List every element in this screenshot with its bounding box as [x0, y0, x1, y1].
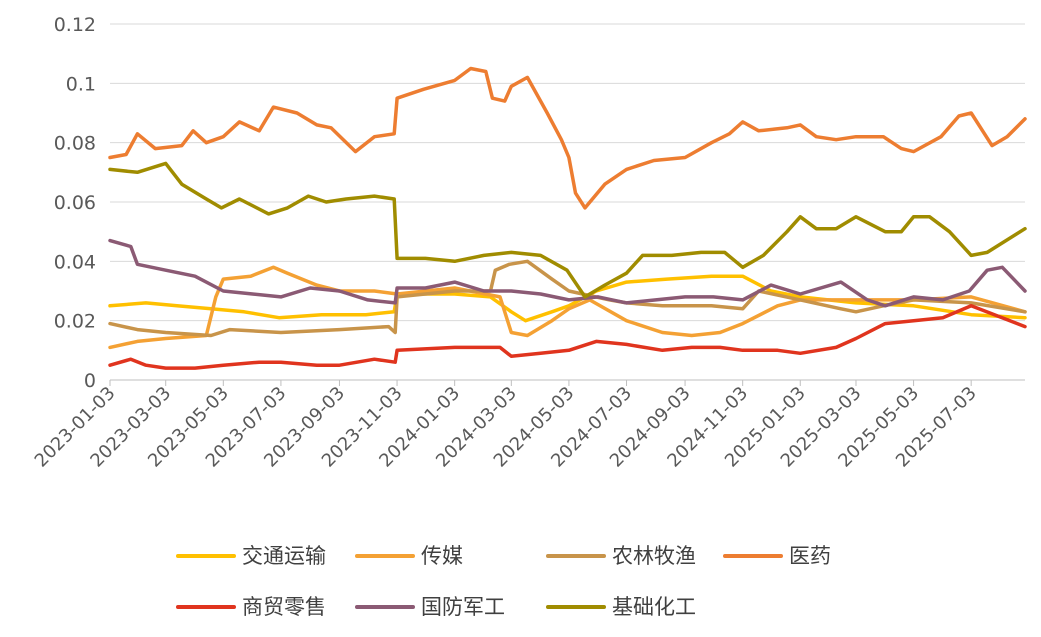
legend-label: 交通运输 — [242, 544, 326, 568]
series-line-3 — [108, 259, 1027, 338]
y-tick-label: 0.06 — [54, 192, 96, 214]
legend-label: 医药 — [789, 544, 831, 568]
legend-label: 基础化工 — [612, 595, 696, 619]
series-lines — [108, 66, 1027, 370]
y-tick-label: 0.08 — [54, 133, 96, 155]
series-line-4 — [108, 66, 1027, 210]
series-line-6 — [108, 238, 1027, 308]
y-tick-label: 0 — [84, 370, 96, 392]
series-line-2 — [108, 265, 1027, 350]
series-line-7 — [108, 161, 1027, 299]
series-line-1 — [108, 274, 1027, 323]
legend-label: 农林牧渔 — [612, 544, 696, 568]
y-tick-label: 0.12 — [54, 14, 96, 36]
y-axis: 0 0.02 0.04 0.06 0.08 0.1 0.12 — [54, 14, 96, 392]
y-tick-label: 0.04 — [54, 251, 96, 273]
y-tick-label: 0.02 — [54, 311, 96, 333]
x-axis: 2023-01-032023-03-032023-05-032023-07-03… — [31, 379, 1025, 472]
legend-label: 传媒 — [421, 544, 463, 568]
series-line-5 — [108, 304, 1027, 370]
legend-label: 国防军工 — [421, 595, 505, 619]
gridlines — [110, 23, 1025, 381]
legend-label: 商贸零售 — [242, 595, 326, 619]
y-tick-label: 0.1 — [66, 73, 96, 95]
